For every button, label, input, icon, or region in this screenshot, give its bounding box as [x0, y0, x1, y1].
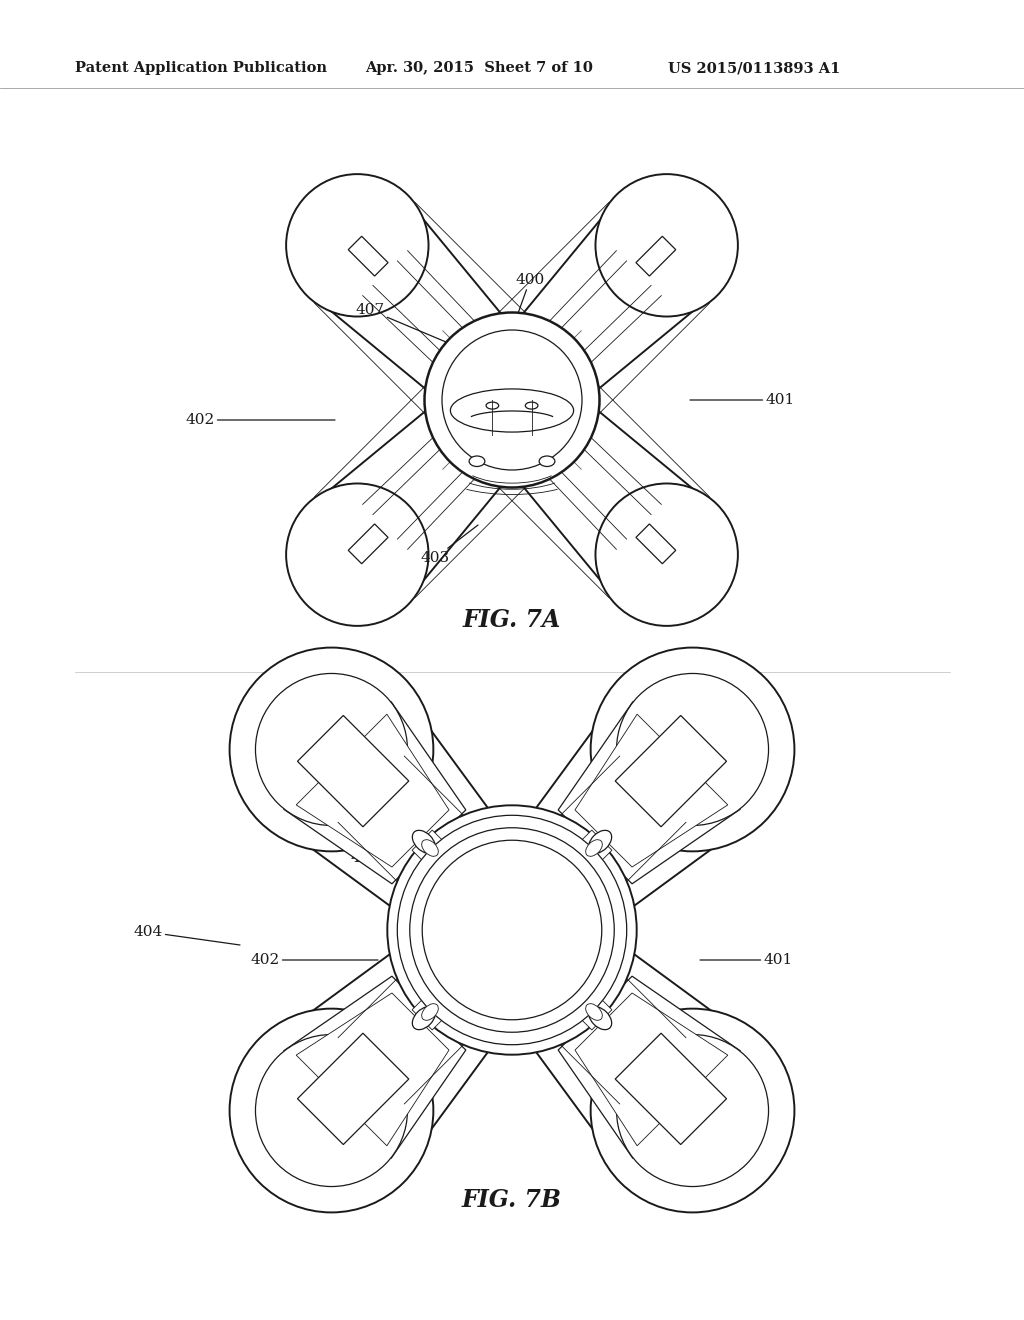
Ellipse shape: [255, 1035, 408, 1187]
Ellipse shape: [451, 389, 573, 432]
Polygon shape: [296, 993, 449, 1146]
Ellipse shape: [422, 1003, 438, 1020]
Polygon shape: [535, 684, 758, 907]
Ellipse shape: [255, 673, 408, 825]
Text: 408: 408: [350, 851, 430, 880]
Circle shape: [442, 330, 582, 470]
Ellipse shape: [589, 830, 611, 853]
Polygon shape: [266, 953, 489, 1176]
Text: 407: 407: [355, 304, 465, 350]
Circle shape: [422, 841, 602, 1020]
Ellipse shape: [229, 1008, 433, 1213]
Ellipse shape: [591, 648, 795, 851]
Text: FIG. 7A: FIG. 7A: [463, 609, 561, 632]
Ellipse shape: [413, 1007, 435, 1030]
Ellipse shape: [469, 455, 485, 466]
Ellipse shape: [596, 483, 738, 626]
Polygon shape: [309, 405, 507, 603]
Ellipse shape: [413, 830, 435, 853]
Ellipse shape: [422, 840, 438, 857]
Text: 404: 404: [133, 925, 240, 945]
Polygon shape: [615, 715, 727, 826]
Ellipse shape: [525, 403, 538, 409]
Polygon shape: [309, 198, 507, 395]
Polygon shape: [348, 524, 388, 564]
Text: 402: 402: [185, 413, 335, 426]
Text: 403: 403: [421, 525, 478, 565]
Polygon shape: [575, 714, 728, 867]
Polygon shape: [636, 236, 676, 276]
Polygon shape: [558, 702, 740, 884]
Polygon shape: [575, 993, 728, 1146]
Ellipse shape: [286, 174, 428, 317]
Polygon shape: [517, 405, 715, 603]
Ellipse shape: [586, 1003, 602, 1020]
Ellipse shape: [286, 483, 428, 626]
Ellipse shape: [591, 1008, 795, 1213]
Polygon shape: [412, 830, 466, 884]
Polygon shape: [558, 977, 740, 1159]
Ellipse shape: [229, 648, 433, 851]
Polygon shape: [615, 1034, 727, 1144]
Polygon shape: [558, 830, 612, 884]
Polygon shape: [296, 714, 449, 867]
Text: Apr. 30, 2015  Sheet 7 of 10: Apr. 30, 2015 Sheet 7 of 10: [365, 61, 593, 75]
Polygon shape: [558, 975, 612, 1030]
Polygon shape: [348, 236, 388, 276]
Ellipse shape: [616, 673, 769, 825]
Text: Patent Application Publication: Patent Application Publication: [75, 61, 327, 75]
Polygon shape: [412, 975, 466, 1030]
Circle shape: [425, 313, 599, 487]
Polygon shape: [284, 977, 466, 1159]
Text: 402: 402: [251, 953, 378, 968]
Text: 400: 400: [538, 847, 590, 875]
Text: US 2015/0113893 A1: US 2015/0113893 A1: [668, 61, 841, 75]
Polygon shape: [297, 1034, 409, 1144]
Text: 401: 401: [690, 393, 795, 407]
Ellipse shape: [589, 1007, 611, 1030]
Ellipse shape: [596, 174, 738, 317]
Polygon shape: [284, 702, 466, 884]
Polygon shape: [297, 715, 409, 826]
Polygon shape: [517, 198, 715, 395]
Ellipse shape: [486, 403, 499, 409]
Text: 400: 400: [512, 273, 545, 330]
Text: 401: 401: [700, 953, 793, 968]
Text: FIG. 7B: FIG. 7B: [462, 1188, 562, 1212]
Polygon shape: [535, 953, 758, 1176]
Ellipse shape: [539, 455, 555, 466]
Polygon shape: [636, 524, 676, 564]
Ellipse shape: [586, 840, 602, 857]
Polygon shape: [266, 684, 489, 907]
Circle shape: [410, 828, 614, 1032]
Circle shape: [387, 805, 637, 1055]
Circle shape: [397, 816, 627, 1044]
Ellipse shape: [616, 1035, 769, 1187]
